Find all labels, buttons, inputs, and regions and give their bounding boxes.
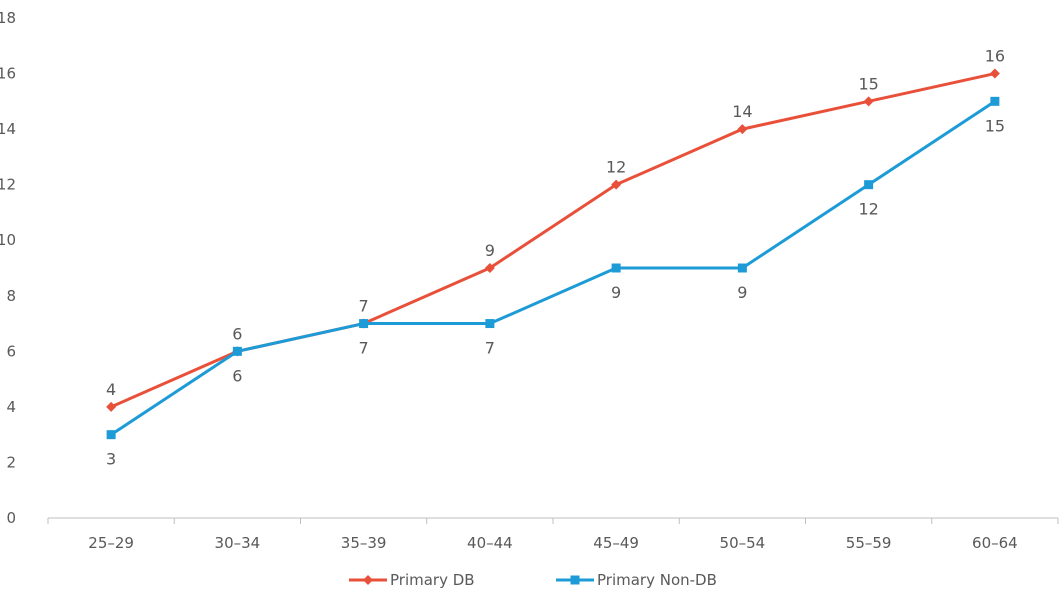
data-point [737, 263, 747, 273]
legend-item: Primary DB [349, 571, 475, 589]
x-tick-label: 45–49 [593, 534, 639, 552]
y-tick-label: 12 [0, 176, 16, 194]
data-label: 16 [985, 47, 1005, 66]
data-label: 6 [232, 366, 242, 385]
y-axis-ticks: 0 2 4 6 8 10 12 14 16 18 [0, 9, 16, 527]
data-point [611, 263, 621, 273]
data-point [359, 319, 369, 329]
x-tick-label: 35–39 [341, 534, 387, 552]
x-tick-label: 40–44 [467, 534, 513, 552]
x-tick-label: 25–29 [88, 534, 134, 552]
y-tick-label: 0 [6, 509, 16, 527]
y-tick-label: 2 [6, 453, 16, 471]
data-label: 7 [359, 339, 369, 358]
data-label: 12 [606, 158, 626, 177]
data-point [106, 401, 117, 412]
y-tick-label: 14 [0, 120, 16, 138]
y-tick-label: 18 [0, 9, 16, 27]
y-tick-label: 8 [6, 287, 16, 305]
data-label: 6 [232, 324, 242, 343]
legend-item: Primary Non-DB [556, 571, 717, 589]
data-label: 15 [858, 74, 878, 93]
data-label: 14 [732, 102, 752, 121]
legend: Primary DB Primary Non-DB [349, 571, 717, 589]
data-point [485, 319, 495, 329]
data-point [737, 124, 748, 135]
legend-marker [570, 575, 580, 585]
legend-label: Primary DB [390, 571, 475, 589]
data-label: 9 [485, 241, 495, 260]
data-point [484, 263, 495, 273]
data-label: 15 [985, 116, 1005, 135]
y-tick-label: 4 [6, 398, 16, 416]
data-point [989, 68, 1000, 79]
series-layer: 4 6 7 9 12 14 15 16 3 6 7 7 9 9 12 15 [106, 47, 1005, 469]
data-point [863, 96, 874, 107]
x-axis-ticks: 25–29 30–34 35–39 40–44 45–49 50–54 55–59 60–64 [47, 518, 1059, 552]
data-point [106, 430, 116, 440]
series-1: 4 6 7 9 12 14 15 16 [106, 47, 1005, 412]
x-tick-label: 50–54 [720, 534, 766, 552]
data-point [611, 179, 622, 190]
data-point [232, 346, 242, 356]
data-label: 7 [359, 297, 369, 316]
y-tick-label: 10 [0, 231, 16, 249]
data-label: 4 [106, 380, 116, 399]
y-tick-label: 6 [6, 342, 16, 360]
legend-label: Primary Non-DB [597, 571, 717, 589]
data-point [864, 180, 874, 190]
data-label: 3 [106, 450, 116, 469]
data-label: 9 [737, 283, 747, 302]
data-label: 12 [858, 200, 878, 219]
data-label: 9 [611, 283, 621, 302]
x-tick-label: 55–59 [846, 534, 892, 552]
series-line [109, 99, 997, 437]
y-tick-label: 16 [0, 65, 16, 83]
series-2: 3 6 7 7 9 9 12 15 [106, 96, 1005, 469]
data-point [990, 96, 1000, 106]
legend-marker [363, 575, 373, 585]
x-tick-label: 30–34 [215, 534, 261, 552]
data-label: 7 [485, 339, 495, 358]
series-line [109, 72, 997, 409]
x-tick-label: 60–64 [972, 534, 1018, 552]
